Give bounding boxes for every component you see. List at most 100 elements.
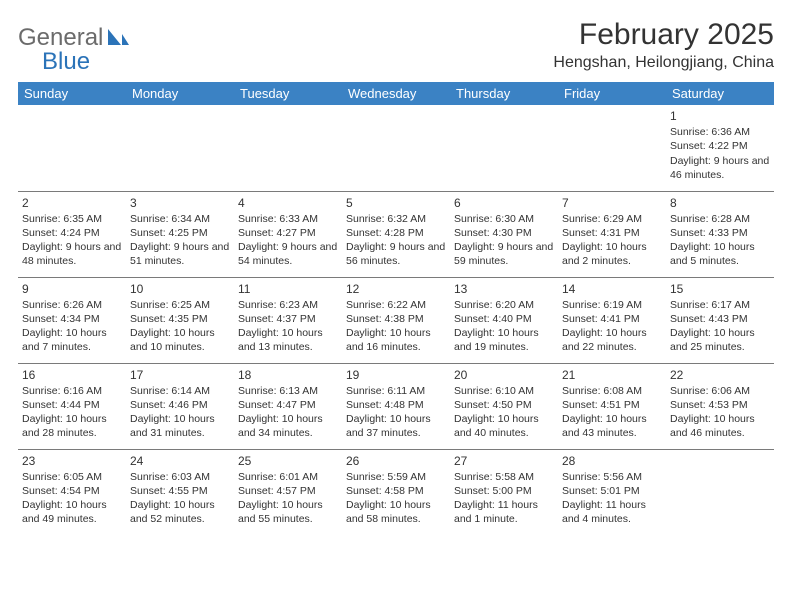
day-number: 1 [670, 108, 770, 124]
location-subtitle: Hengshan, Heilongjiang, China [553, 54, 774, 72]
day-number: 9 [22, 281, 122, 297]
logo-sail-icon [107, 26, 129, 51]
sunrise-line: Sunrise: 6:29 AM [562, 212, 662, 226]
calendar-day-cell: 18Sunrise: 6:13 AMSunset: 4:47 PMDayligh… [234, 363, 342, 449]
daylight-line: Daylight: 10 hours and 34 minutes. [238, 412, 338, 440]
weekday-header: Wednesday [342, 82, 450, 105]
day-number: 10 [130, 281, 230, 297]
weekday-header: Sunday [18, 82, 126, 105]
calendar-day-cell: 16Sunrise: 6:16 AMSunset: 4:44 PMDayligh… [18, 363, 126, 449]
weekday-header-row: Sunday Monday Tuesday Wednesday Thursday… [18, 82, 774, 105]
sunset-line: Sunset: 4:34 PM [22, 312, 122, 326]
day-number: 28 [562, 453, 662, 469]
daylight-line: Daylight: 10 hours and 22 minutes. [562, 326, 662, 354]
calendar-day-cell: 28Sunrise: 5:56 AMSunset: 5:01 PMDayligh… [558, 449, 666, 535]
calendar-day-cell: 25Sunrise: 6:01 AMSunset: 4:57 PMDayligh… [234, 449, 342, 535]
calendar-day-cell: 26Sunrise: 5:59 AMSunset: 4:58 PMDayligh… [342, 449, 450, 535]
sunrise-line: Sunrise: 6:05 AM [22, 470, 122, 484]
sunset-line: Sunset: 4:50 PM [454, 398, 554, 412]
day-number: 14 [562, 281, 662, 297]
sunrise-line: Sunrise: 6:16 AM [22, 384, 122, 398]
sunrise-line: Sunrise: 5:59 AM [346, 470, 446, 484]
daylight-line: Daylight: 9 hours and 46 minutes. [670, 154, 770, 182]
day-number: 15 [670, 281, 770, 297]
sunrise-line: Sunrise: 6:33 AM [238, 212, 338, 226]
sunset-line: Sunset: 4:31 PM [562, 226, 662, 240]
day-number: 8 [670, 195, 770, 211]
daylight-line: Daylight: 10 hours and 31 minutes. [130, 412, 230, 440]
day-number: 18 [238, 367, 338, 383]
day-number: 20 [454, 367, 554, 383]
calendar-day-cell: 10Sunrise: 6:25 AMSunset: 4:35 PMDayligh… [126, 277, 234, 363]
sunset-line: Sunset: 4:48 PM [346, 398, 446, 412]
calendar-day-cell: 6Sunrise: 6:30 AMSunset: 4:30 PMDaylight… [450, 191, 558, 277]
daylight-line: Daylight: 9 hours and 59 minutes. [454, 240, 554, 268]
daylight-line: Daylight: 10 hours and 7 minutes. [22, 326, 122, 354]
calendar-day-cell: 23Sunrise: 6:05 AMSunset: 4:54 PMDayligh… [18, 449, 126, 535]
weekday-header: Saturday [666, 82, 774, 105]
sunset-line: Sunset: 5:01 PM [562, 484, 662, 498]
day-number: 24 [130, 453, 230, 469]
daylight-line: Daylight: 9 hours and 56 minutes. [346, 240, 446, 268]
daylight-line: Daylight: 10 hours and 2 minutes. [562, 240, 662, 268]
sunset-line: Sunset: 4:25 PM [130, 226, 230, 240]
sunset-line: Sunset: 4:24 PM [22, 226, 122, 240]
weekday-header: Monday [126, 82, 234, 105]
calendar-day-cell: 13Sunrise: 6:20 AMSunset: 4:40 PMDayligh… [450, 277, 558, 363]
sunrise-line: Sunrise: 6:20 AM [454, 298, 554, 312]
daylight-line: Daylight: 11 hours and 1 minute. [454, 498, 554, 526]
calendar-day-cell: 14Sunrise: 6:19 AMSunset: 4:41 PMDayligh… [558, 277, 666, 363]
calendar-day-cell: 15Sunrise: 6:17 AMSunset: 4:43 PMDayligh… [666, 277, 774, 363]
sunset-line: Sunset: 4:35 PM [130, 312, 230, 326]
calendar-week-row: 1Sunrise: 6:36 AMSunset: 4:22 PMDaylight… [18, 105, 774, 191]
sunrise-line: Sunrise: 6:14 AM [130, 384, 230, 398]
calendar-day-cell [342, 105, 450, 191]
day-number: 23 [22, 453, 122, 469]
sunrise-line: Sunrise: 5:56 AM [562, 470, 662, 484]
day-number: 19 [346, 367, 446, 383]
daylight-line: Daylight: 10 hours and 19 minutes. [454, 326, 554, 354]
calendar-day-cell [234, 105, 342, 191]
page-header: General Blue February 2025 Hengshan, Hei… [18, 18, 774, 72]
daylight-line: Daylight: 10 hours and 25 minutes. [670, 326, 770, 354]
calendar-day-cell: 22Sunrise: 6:06 AMSunset: 4:53 PMDayligh… [666, 363, 774, 449]
calendar-day-cell: 9Sunrise: 6:26 AMSunset: 4:34 PMDaylight… [18, 277, 126, 363]
calendar-day-cell: 7Sunrise: 6:29 AMSunset: 4:31 PMDaylight… [558, 191, 666, 277]
daylight-line: Daylight: 10 hours and 10 minutes. [130, 326, 230, 354]
sunset-line: Sunset: 4:51 PM [562, 398, 662, 412]
sunset-line: Sunset: 4:33 PM [670, 226, 770, 240]
sunset-line: Sunset: 4:46 PM [130, 398, 230, 412]
sunset-line: Sunset: 4:53 PM [670, 398, 770, 412]
calendar-day-cell [558, 105, 666, 191]
day-number: 2 [22, 195, 122, 211]
sunrise-line: Sunrise: 6:28 AM [670, 212, 770, 226]
sunrise-line: Sunrise: 6:32 AM [346, 212, 446, 226]
sunset-line: Sunset: 4:37 PM [238, 312, 338, 326]
calendar-day-cell: 11Sunrise: 6:23 AMSunset: 4:37 PMDayligh… [234, 277, 342, 363]
calendar-day-cell [126, 105, 234, 191]
day-number: 16 [22, 367, 122, 383]
daylight-line: Daylight: 10 hours and 52 minutes. [130, 498, 230, 526]
sunrise-line: Sunrise: 6:08 AM [562, 384, 662, 398]
sunrise-line: Sunrise: 6:23 AM [238, 298, 338, 312]
sunrise-line: Sunrise: 6:01 AM [238, 470, 338, 484]
calendar-day-cell: 3Sunrise: 6:34 AMSunset: 4:25 PMDaylight… [126, 191, 234, 277]
day-number: 21 [562, 367, 662, 383]
sunrise-line: Sunrise: 6:17 AM [670, 298, 770, 312]
sunrise-line: Sunrise: 6:26 AM [22, 298, 122, 312]
day-number: 11 [238, 281, 338, 297]
daylight-line: Daylight: 10 hours and 16 minutes. [346, 326, 446, 354]
calendar-day-cell: 19Sunrise: 6:11 AMSunset: 4:48 PMDayligh… [342, 363, 450, 449]
calendar-week-row: 23Sunrise: 6:05 AMSunset: 4:54 PMDayligh… [18, 449, 774, 535]
daylight-line: Daylight: 10 hours and 55 minutes. [238, 498, 338, 526]
calendar-day-cell: 2Sunrise: 6:35 AMSunset: 4:24 PMDaylight… [18, 191, 126, 277]
calendar-day-cell: 20Sunrise: 6:10 AMSunset: 4:50 PMDayligh… [450, 363, 558, 449]
sunrise-line: Sunrise: 6:22 AM [346, 298, 446, 312]
sunrise-line: Sunrise: 6:36 AM [670, 125, 770, 139]
sunset-line: Sunset: 4:41 PM [562, 312, 662, 326]
weekday-header: Tuesday [234, 82, 342, 105]
calendar-day-cell: 21Sunrise: 6:08 AMSunset: 4:51 PMDayligh… [558, 363, 666, 449]
calendar-week-row: 16Sunrise: 6:16 AMSunset: 4:44 PMDayligh… [18, 363, 774, 449]
sunset-line: Sunset: 4:40 PM [454, 312, 554, 326]
daylight-line: Daylight: 10 hours and 58 minutes. [346, 498, 446, 526]
